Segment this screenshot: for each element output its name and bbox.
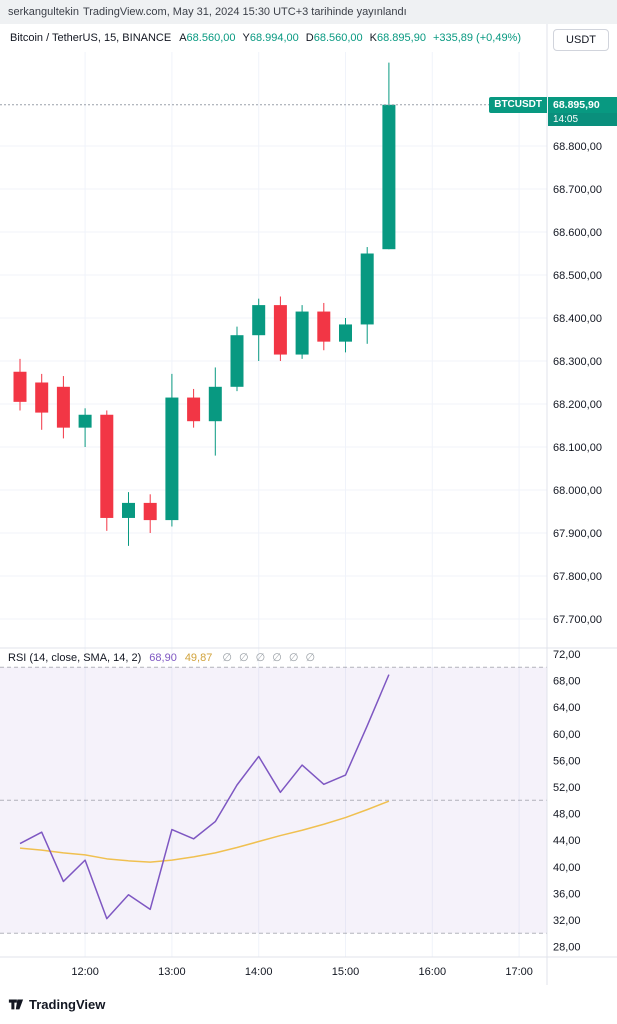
rsi-axis-label: 36,00 (553, 888, 581, 900)
price-axis-label: 67.700,00 (553, 614, 602, 626)
rsi-axis-label: 56,00 (553, 755, 581, 767)
time-axis-label: 13:00 (158, 966, 186, 978)
rsi-empty-values: ∅ ∅ ∅ ∅ ∅ ∅ (222, 652, 318, 664)
candle-12:30 (122, 492, 135, 546)
candle-countdown: 14:05 (548, 113, 617, 126)
rsi-pane[interactable] (0, 666, 547, 934)
candle-11:15 (13, 358, 27, 411)
price-axis-label: 68.700,00 (553, 184, 602, 196)
tradingview-logo-text: TradingView (29, 996, 106, 1012)
footer-bar: TradingView (0, 985, 617, 1024)
rsi-sma-value: 49,87 (184, 652, 213, 664)
candle-15:30 (382, 62, 396, 250)
rsi-axis-label: 72,00 (553, 649, 581, 661)
rsi-line[interactable] (19, 674, 390, 920)
rsi-axis-label: 52,00 (553, 782, 581, 794)
price-change: +335,89 (+0,49%) (432, 32, 522, 44)
time-axis-label: 12:00 (71, 966, 99, 978)
rsi-axis-label: 40,00 (553, 862, 581, 874)
time-axis-label: 16:00 (419, 966, 447, 978)
ohlc-high: Y68.994,00 (242, 32, 299, 44)
rsi-indicator-header: RSI (14, close, SMA, 14, 2) 68,90 49,87 ∅ ∅… (8, 651, 317, 664)
grid-lines (0, 52, 547, 957)
rsi-axis-label: 64,00 (553, 702, 581, 714)
candle-14:30 (295, 305, 309, 359)
price-axis-label: 68.800,00 (553, 141, 602, 153)
rsi-axis-label: 68,00 (553, 676, 581, 688)
candle-13:45 (230, 326, 244, 392)
candle-14:45 (317, 302, 331, 351)
chart-card: 68.800,00 68.700,00 68.600,00 68.500,00 68.4… (0, 24, 617, 1024)
price-tag-value: 68.895,90 (548, 97, 617, 113)
time-axis[interactable]: 12:00 13:00 14:00 15:00 16:00 17:00 (71, 966, 533, 978)
attribution-bar: serkangultekin TradingView.com, May 31, 2… (0, 0, 617, 24)
ohlc-low: D68.560,00 (305, 32, 363, 44)
candle-11:30 (35, 373, 49, 430)
price-axis-label: 67.900,00 (553, 528, 602, 540)
candle-13:30 (208, 367, 222, 456)
price-axis[interactable]: 68.800,00 68.700,00 68.600,00 68.500,00 68.4… (553, 141, 602, 954)
ohlc-close: K68.895,90 (369, 32, 426, 44)
author-link[interactable]: serkangultekin (8, 6, 79, 18)
price-axis-label: 68.200,00 (553, 399, 602, 411)
time-axis-label: 17:00 (505, 966, 533, 978)
candle-12:45 (143, 494, 157, 533)
price-axis-label: 68.100,00 (553, 442, 602, 454)
price-axis-label: 68.000,00 (553, 485, 602, 497)
candle-12:00 (78, 408, 92, 447)
rsi-axis-label: 60,00 (553, 729, 581, 741)
symbol-title[interactable]: Bitcoin / TetherUS, 15, BINANCE (10, 32, 172, 44)
attribution-text: TradingView.com, May 31, 2024 15:30 UTC+… (82, 6, 407, 18)
price-axis-label: 67.800,00 (553, 571, 602, 583)
currency-toggle-button[interactable]: USDT (553, 29, 609, 51)
symbol-header: Bitcoin / TetherUS, 15, BINANCE A68.560,0… (10, 32, 521, 44)
candle-14:00 (252, 298, 266, 361)
ohlc-values: A68.560,00 Y68.994,00 D68.560,00 K68.895,90 (179, 32, 433, 44)
chart-canvas[interactable]: 68.800,00 68.700,00 68.600,00 68.500,00 68.4… (0, 24, 617, 985)
rsi-value: 68,90 (149, 652, 177, 664)
rsi-axis-label: 28,00 (553, 942, 581, 954)
price-axis-label: 68.500,00 (553, 270, 602, 282)
main-price-pane[interactable] (13, 62, 396, 546)
price-axis-label: 68.400,00 (553, 313, 602, 325)
tradingview-logo-icon (8, 999, 24, 1010)
candle-13:00 (165, 373, 179, 527)
candle-11:45 (56, 376, 70, 439)
price-tag-symbol: BTCUSDT (489, 97, 547, 113)
price-axis-label: 68.600,00 (553, 227, 602, 239)
candle-12:15 (100, 410, 114, 531)
rsi-axis-label: 44,00 (553, 835, 581, 847)
time-axis-label: 15:00 (332, 966, 360, 978)
rsi-indicator-title[interactable]: RSI (14, close, SMA, 14, 2) (8, 652, 142, 664)
rsi-axis-label: 48,00 (553, 809, 581, 821)
candle-14:15 (273, 296, 287, 361)
candle-15:00 (339, 318, 352, 353)
candle-13:15 (187, 388, 201, 428)
candle-15:15 (360, 247, 374, 344)
rsi-sma-line[interactable] (19, 800, 390, 863)
time-axis-label: 14:00 (245, 966, 273, 978)
rsi-axis-label: 32,00 (553, 915, 581, 927)
price-axis-label: 68.300,00 (553, 356, 602, 368)
ohlc-open: A68.560,00 (179, 32, 236, 44)
tradingview-logo-link[interactable]: TradingView (8, 996, 105, 1012)
